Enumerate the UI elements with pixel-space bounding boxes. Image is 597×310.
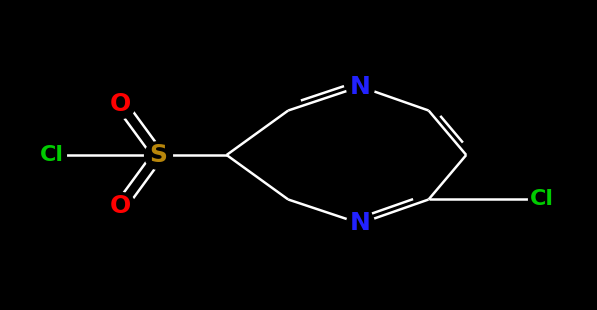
Text: N: N <box>350 211 371 236</box>
Text: O: O <box>110 92 131 116</box>
Text: S: S <box>149 143 167 167</box>
Text: Cl: Cl <box>530 189 553 210</box>
Text: Cl: Cl <box>40 145 64 165</box>
Text: O: O <box>110 194 131 218</box>
Text: N: N <box>350 74 371 99</box>
